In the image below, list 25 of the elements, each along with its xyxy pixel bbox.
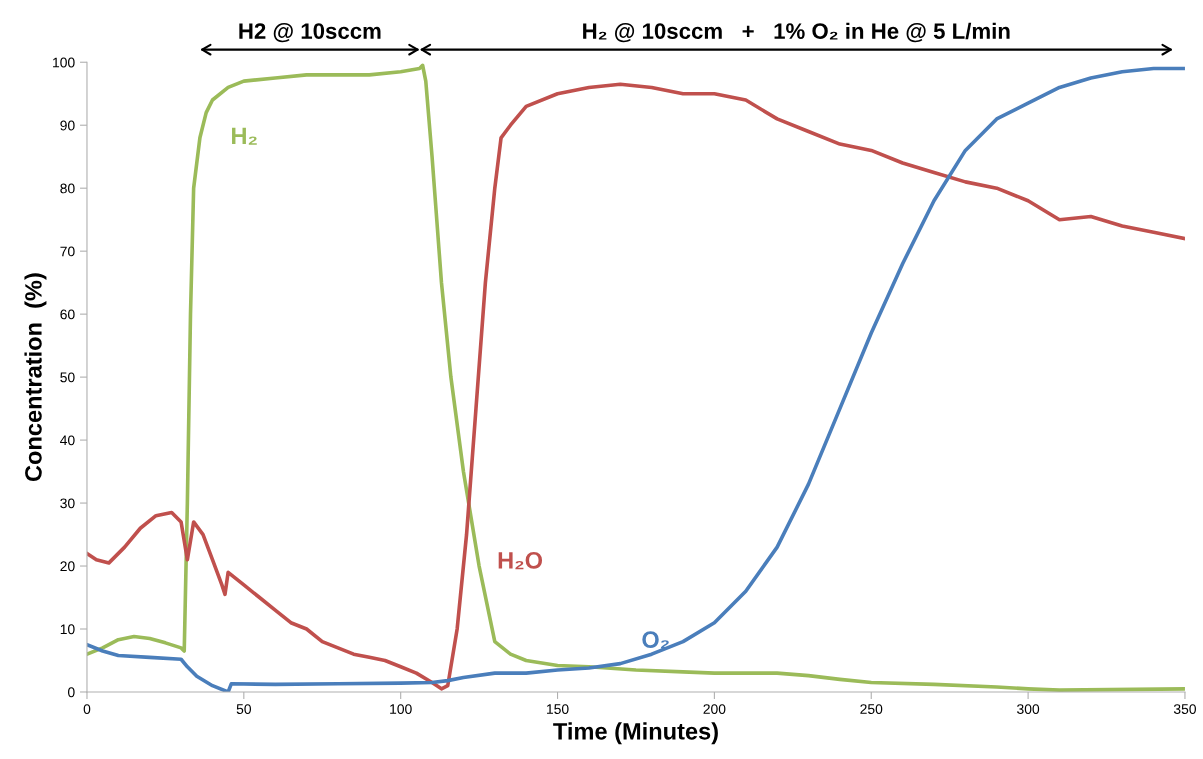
y-tick-label: 10 [60,624,75,635]
x-tick-label: 0 [83,704,91,714]
y-tick-label: 40 [60,435,75,446]
y-tick-label: 80 [60,183,75,194]
y-tick-label: 70 [60,246,75,257]
x-tick-label: 250 [860,704,883,714]
text: H2 @ 10sccm [239,22,381,43]
x-tick-label: 200 [703,704,726,714]
x-tick-label: 150 [547,704,569,714]
x-axis-title: Time (Minutes) [553,722,718,745]
y-tick-label: 100 [53,57,75,68]
y-tick-label: 50 [60,372,75,383]
series-label: H₂O [498,551,543,570]
y-tick-label: 30 [60,498,75,509]
x-tick-label: 300 [1017,704,1040,714]
y-tick-label: 90 [60,120,75,131]
x-tick-label: 350 [1173,704,1196,714]
x-tick-label: 100 [390,704,412,714]
y-tick-label: 60 [60,309,75,320]
y-tick-label: 0 [67,687,75,698]
x-tick-label: 50 [236,704,252,714]
series-label: H₂ [232,127,257,145]
text: H₂ @ 10sccm + 1% O₂ in He @ 5 L/min [583,22,1010,43]
y-axis-title: Concentration (%) [24,273,47,482]
y-tick-label: 20 [60,561,75,572]
